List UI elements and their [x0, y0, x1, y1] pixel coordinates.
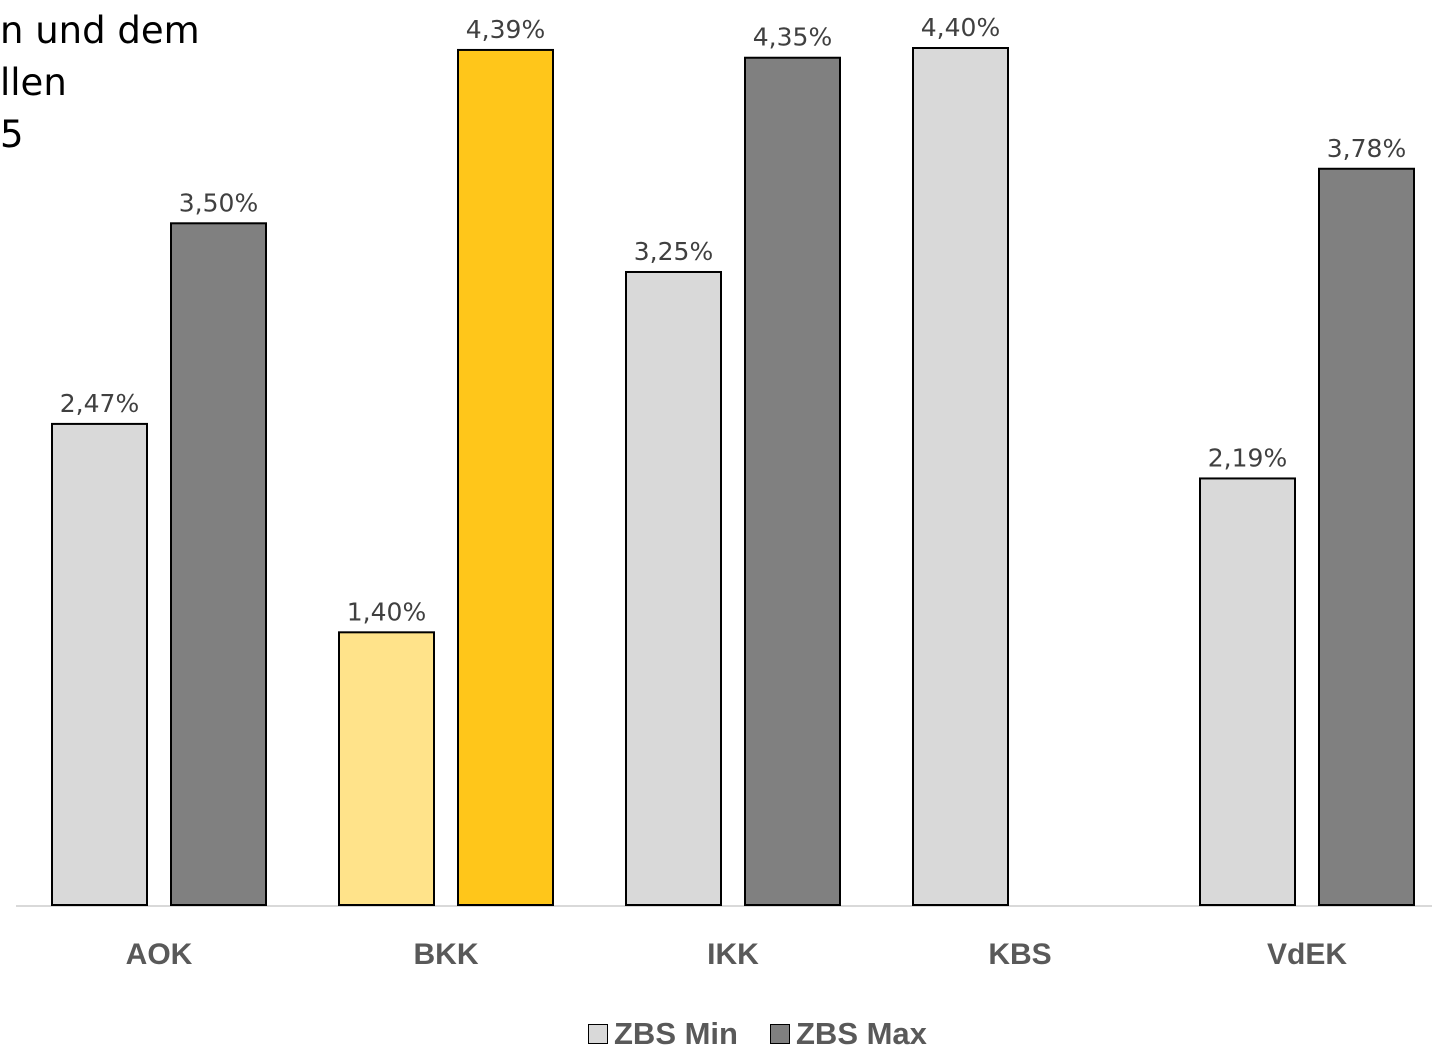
data-label-kbs-min: 4,40% [921, 13, 1000, 42]
legend-label-min: ZBS Min [614, 1016, 738, 1051]
bar-bkk-min [338, 631, 435, 906]
category-label-ikk: IKK [707, 938, 759, 971]
chart-title-line-1: n und dem [0, 9, 200, 52]
legend-swatch-max [770, 1024, 790, 1044]
legend-label-max: ZBS Max [796, 1016, 927, 1051]
bar-vdek-max [1318, 167, 1415, 906]
data-label-aok-max: 3,50% [179, 188, 258, 217]
bar-aok-max [170, 222, 267, 906]
data-label-bkk-min: 1,40% [347, 597, 426, 626]
legend-swatch-min [588, 1024, 608, 1044]
bar-chart: 2,47% 3,50% AOK 1,40% 4,39% BKK 3,25% 4,35% IKK 4… [16, 13, 1432, 971]
data-label-bkk-max: 4,39% [466, 15, 545, 44]
bar-vdek-min [1199, 477, 1296, 906]
bar-aok-min [51, 422, 148, 906]
category-label-kbs: KBS [988, 938, 1051, 971]
chart-title-line-3: 5 [0, 113, 24, 156]
category-label-aok: AOK [126, 938, 193, 971]
chart-title-line-2: llen [0, 61, 67, 104]
data-label-ikk-max: 4,35% [753, 23, 832, 52]
bar-kbs-min [912, 47, 1009, 906]
legend-item-min: ZBS Min [588, 1016, 738, 1052]
data-label-ikk-min: 3,25% [634, 237, 713, 266]
data-label-vdek-min: 2,19% [1208, 443, 1287, 472]
data-label-vdek-max: 3,78% [1327, 134, 1406, 163]
category-label-bkk: BKK [414, 938, 479, 971]
bar-bkk-max [457, 48, 554, 906]
bar-ikk-max [744, 56, 841, 906]
category-label-vdek: VdEK [1267, 938, 1347, 971]
legend-item-max: ZBS Max [770, 1016, 927, 1052]
bar-ikk-min [625, 270, 722, 906]
legend: ZBS Min ZBS Max [588, 1016, 959, 1052]
data-label-aok-min: 2,47% [60, 389, 139, 418]
